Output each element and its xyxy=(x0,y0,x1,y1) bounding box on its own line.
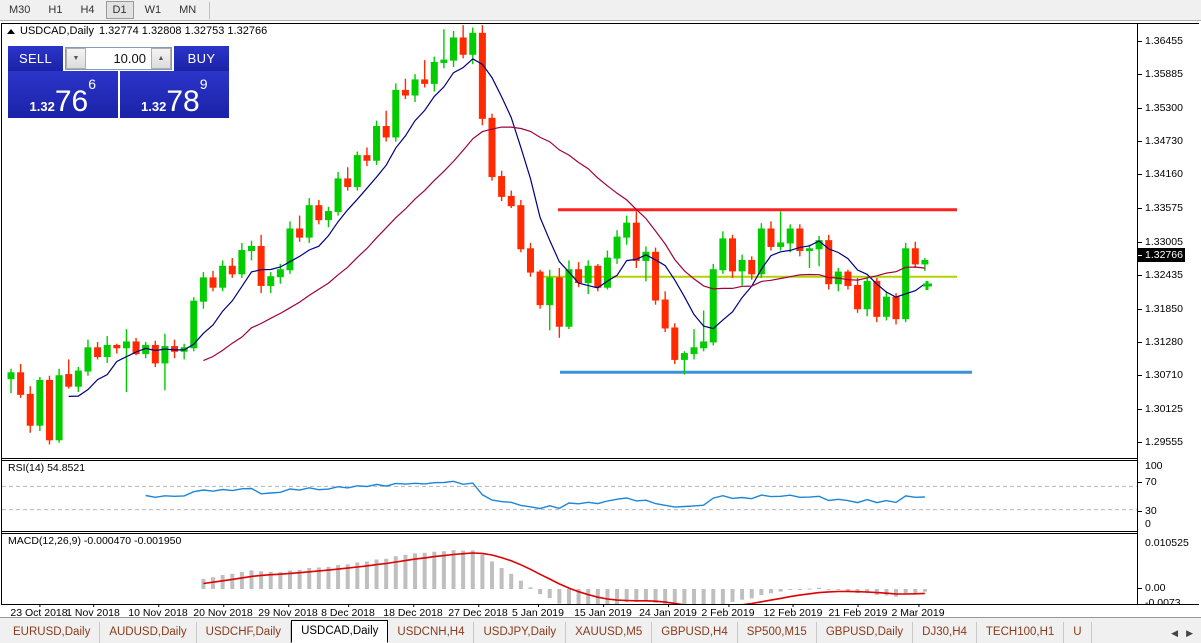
chart-ohlc-values: 1.32774 1.32808 1.32753 1.32766 xyxy=(98,25,268,37)
current-price-label: 1.32766 xyxy=(1138,248,1185,263)
macd-pane-canvas xyxy=(2,534,1138,605)
chart-tab-usdchf-daily[interactable]: USDCHF,Daily xyxy=(197,622,292,643)
macd-scale[interactable]: 0.010525 0.00 -0.0073 xyxy=(1137,533,1199,609)
rsi-scale-tick: 100 xyxy=(1145,460,1163,472)
macd-svg xyxy=(201,550,927,605)
volume-input[interactable]: ▼ 10.00 ▲ xyxy=(65,47,172,70)
price-scale-tick: 1.32435 xyxy=(1138,269,1183,281)
date-axis-tick: 8 Dec 2018 xyxy=(321,604,375,619)
arrow-marker-icon xyxy=(923,281,932,290)
bid-price-prefix: 1.32 xyxy=(29,99,55,114)
timeframe-button-d1[interactable]: D1 xyxy=(105,1,134,19)
volume-value[interactable]: 10.00 xyxy=(113,51,146,66)
collapse-triangle-icon[interactable] xyxy=(7,28,15,34)
chart-tab-audusd-daily[interactable]: AUDUSD,Daily xyxy=(100,622,197,643)
trade-panel-quotes: 1.32 76 6 1.32 78 9 xyxy=(8,71,229,118)
chart-tab-dj30-h4[interactable]: DJ30,H4 xyxy=(913,622,977,643)
date-axis-tick: 29 Nov 2018 xyxy=(258,604,318,619)
rsi-svg xyxy=(2,480,1138,511)
date-axis-tick: 2 Feb 2019 xyxy=(701,604,755,619)
price-scale-tick: 1.33575 xyxy=(1138,202,1183,214)
bid-price-fraction: 6 xyxy=(88,76,96,92)
price-scale-tick: 1.30710 xyxy=(1138,369,1183,381)
timeframe-button-mn[interactable]: MN xyxy=(179,3,197,16)
tab-scroll-right-icon[interactable]: ▶ xyxy=(1186,628,1193,638)
chart-tab-tech100-h1[interactable]: TECH100,H1 xyxy=(977,622,1065,643)
date-axis-tick: 15 Jan 2019 xyxy=(574,604,632,619)
trade-panel-top-row: SELL ▼ 10.00 ▲ BUY xyxy=(8,46,229,71)
date-axis-tick: 1 Nov 2018 xyxy=(66,604,120,619)
chart-tab-usdcad-daily[interactable]: USDCAD,Daily xyxy=(291,620,389,643)
sell-button[interactable]: SELL xyxy=(8,46,63,71)
price-scale-tick: 1.30125 xyxy=(1138,403,1183,415)
chart-tab-u[interactable]: U xyxy=(1064,622,1092,643)
macd-scale-tick: 0.00 xyxy=(1138,582,1165,594)
ask-price-main: 78 xyxy=(166,84,200,118)
timeframe-button-w1[interactable]: W1 xyxy=(144,3,162,16)
volume-increment-icon[interactable]: ▲ xyxy=(151,48,171,69)
volume-decrement-icon[interactable]: ▼ xyxy=(66,48,86,69)
ask-price-fraction: 9 xyxy=(199,76,208,92)
toolbar-separator xyxy=(209,1,211,19)
price-scale-tick: 1.31850 xyxy=(1138,303,1183,315)
rsi-scale[interactable]: 100 70 30 0 xyxy=(1137,460,1199,532)
rsi-scale-tick: 0 xyxy=(1145,518,1151,530)
macd-pane[interactable]: MACD(12,26,9) -0.000470 -0.001950 xyxy=(2,533,1138,605)
date-axis-tick: 24 Jan 2019 xyxy=(639,604,697,619)
date-axis-tick: 23 Oct 2018 xyxy=(10,604,68,619)
timeframe-button-h1[interactable]: H1 xyxy=(48,3,63,16)
chart-tab-gbpusd-daily[interactable]: GBPUSD,Daily xyxy=(817,622,914,643)
date-axis-tick: 27 Dec 2018 xyxy=(448,604,508,619)
price-scale-tick: 1.33005 xyxy=(1138,236,1183,248)
price-scale-tick: 1.34160 xyxy=(1138,168,1183,180)
price-scale-tick: 1.34730 xyxy=(1138,135,1183,147)
rsi-label: RSI(14) 54.8521 xyxy=(6,462,88,474)
chart-tab-xauusd-m5[interactable]: XAUUSD,M5 xyxy=(566,622,653,643)
price-scale-tick: 1.35300 xyxy=(1138,102,1183,114)
price-pane-canvas xyxy=(2,24,1138,458)
date-axis-tick: 18 Dec 2018 xyxy=(383,604,443,619)
candlestick-svg xyxy=(7,25,972,445)
chart-tab-bar[interactable]: EURUSD,Daily AUDUSD,Daily USDCHF,Daily USDC… xyxy=(0,617,1201,643)
buy-button[interactable]: BUY xyxy=(174,46,229,71)
price-scale-tick: 1.31280 xyxy=(1138,336,1183,348)
chart-tab-usdcnh-h4[interactable]: USDCNH,H4 xyxy=(388,622,475,643)
chart-area[interactable]: USDCAD,Daily 1.32774 1.32808 1.32753 1.3… xyxy=(1,23,1199,615)
chart-tab-gbpusd-h4[interactable]: GBPUSD,H4 xyxy=(652,622,738,643)
macd-scale-tick: 0.010525 xyxy=(1145,537,1189,549)
chart-title-bar: USDCAD,Daily 1.32774 1.32808 1.32753 1.3… xyxy=(2,24,267,38)
chart-tab-eurusd-daily[interactable]: EURUSD,Daily xyxy=(4,622,101,643)
price-scale-tick: 1.36455 xyxy=(1138,35,1183,47)
chart-tab-sp500-m15[interactable]: SP500,M15 xyxy=(738,622,817,643)
bid-price-main: 76 xyxy=(54,84,89,118)
chart-tab-usdjpy-daily[interactable]: USDJPY,Daily xyxy=(474,622,567,643)
macd-label: MACD(12,26,9) -0.000470 -0.001950 xyxy=(6,535,184,547)
rsi-pane-canvas xyxy=(2,461,1138,531)
date-axis-tick: 10 Nov 2018 xyxy=(128,604,188,619)
date-axis-tick: 5 Jan 2019 xyxy=(512,604,564,619)
price-scale-tick: 1.29555 xyxy=(1138,436,1183,448)
chart-symbol-period: USDCAD,Daily xyxy=(20,25,94,37)
tab-scroll-controls[interactable]: ◀ ▶ xyxy=(1167,628,1201,643)
tab-scroll-left-icon[interactable]: ◀ xyxy=(1171,628,1179,638)
date-axis-tick: 21 Feb 2019 xyxy=(828,604,888,619)
date-axis-tick: 2 Mar 2019 xyxy=(891,604,945,619)
timeframe-toolbar: M30 H1 H4 D1 W1 MN xyxy=(0,0,1201,21)
rsi-scale-tick: 70 xyxy=(1138,476,1157,488)
rsi-scale-tick: 30 xyxy=(1138,505,1157,517)
rsi-pane[interactable]: RSI(14) 54.8521 xyxy=(2,460,1138,532)
price-scale-tick: 1.35885 xyxy=(1138,68,1183,80)
ask-price-block[interactable]: 1.32 78 9 xyxy=(119,71,229,118)
timeframe-button-m30[interactable]: M30 xyxy=(9,3,31,16)
one-click-trading-panel[interactable]: SELL ▼ 10.00 ▲ BUY 1.32 76 6 1.32 78 9 xyxy=(8,46,229,118)
timeframe-button-h4[interactable]: H4 xyxy=(80,3,95,16)
ask-price-prefix: 1.32 xyxy=(141,99,167,114)
date-axis-tick: 20 Nov 2018 xyxy=(193,604,253,619)
bid-price-block[interactable]: 1.32 76 6 xyxy=(8,71,118,118)
date-axis-tick: 12 Feb 2019 xyxy=(763,604,823,619)
